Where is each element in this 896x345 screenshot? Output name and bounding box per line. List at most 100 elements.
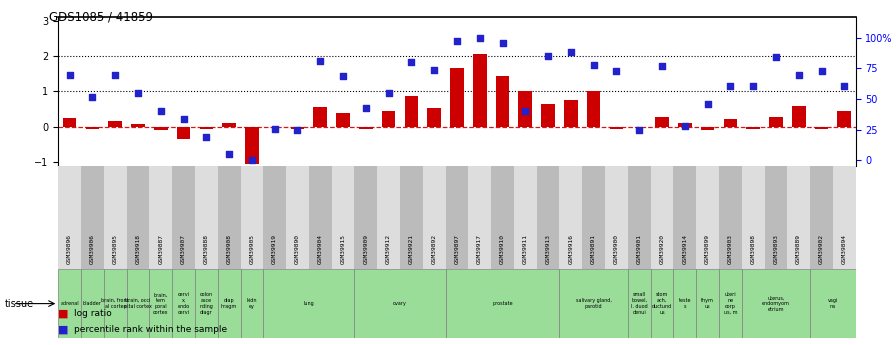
Bar [240, 166, 263, 269]
Point [769, 55, 783, 60]
Text: percentile rank within the sample: percentile rank within the sample [74, 325, 228, 334]
Text: ■: ■ [58, 325, 69, 334]
Point [268, 126, 282, 131]
Text: colon
asce
nding
diagr: colon asce nding diagr [200, 293, 213, 315]
Bar [746, 127, 760, 128]
Bar [108, 121, 122, 127]
Bar [445, 269, 559, 338]
Point [609, 68, 624, 73]
Text: GSM39895: GSM39895 [113, 234, 117, 264]
Text: salivary gland,
parotid: salivary gland, parotid [576, 298, 612, 309]
Point [723, 83, 737, 88]
Point [814, 68, 829, 73]
Text: GSM39891: GSM39891 [591, 234, 596, 264]
Bar [814, 127, 828, 128]
Bar [514, 166, 537, 269]
Text: kidn
ey: kidn ey [246, 298, 257, 309]
Point [837, 83, 851, 88]
Bar [104, 269, 126, 338]
Text: GSM39890: GSM39890 [295, 234, 300, 264]
Bar [445, 166, 469, 269]
Text: GSM39915: GSM39915 [340, 234, 346, 264]
Text: GSM39904: GSM39904 [318, 234, 323, 264]
Bar [86, 127, 99, 129]
Bar [263, 166, 286, 269]
Bar [792, 106, 806, 127]
Text: cervi
x,
endo
cervi: cervi x, endo cervi [177, 293, 190, 315]
Bar [222, 123, 236, 127]
Text: GDS1085 / 41859: GDS1085 / 41859 [49, 10, 153, 23]
Bar [674, 166, 696, 269]
Text: GSM39902: GSM39902 [819, 234, 824, 264]
Bar [519, 91, 532, 127]
Point [336, 73, 350, 79]
Point [85, 94, 99, 99]
Text: GSM39918: GSM39918 [135, 234, 141, 264]
Bar [559, 166, 582, 269]
Text: log ratio: log ratio [74, 309, 112, 318]
Bar [769, 117, 783, 127]
Point [655, 63, 669, 69]
Bar [810, 269, 856, 338]
Bar [314, 107, 327, 127]
Point [791, 72, 806, 77]
Text: GSM39899: GSM39899 [705, 234, 711, 264]
Text: brain, occi
pital cortex: brain, occi pital cortex [124, 298, 152, 309]
Bar [427, 108, 441, 127]
Bar [355, 269, 445, 338]
Bar [742, 166, 764, 269]
Text: vagi
na: vagi na [828, 298, 838, 309]
Text: GSM39888: GSM39888 [203, 234, 209, 264]
Bar [650, 269, 674, 338]
Bar [810, 166, 833, 269]
Text: GSM39889: GSM39889 [797, 234, 801, 264]
Text: GSM39911: GSM39911 [522, 234, 528, 264]
Bar [423, 166, 445, 269]
Text: GSM39892: GSM39892 [432, 234, 436, 264]
Point [382, 90, 396, 96]
Bar [309, 166, 332, 269]
Point [632, 127, 646, 132]
Bar [382, 111, 395, 127]
Bar [719, 269, 742, 338]
Point [587, 62, 601, 68]
Point [746, 83, 761, 88]
Bar [154, 127, 168, 130]
Point [472, 35, 487, 40]
Bar [177, 127, 190, 139]
Bar [469, 166, 491, 269]
Text: GSM39906: GSM39906 [90, 234, 95, 264]
Bar [172, 269, 195, 338]
Bar [833, 166, 856, 269]
Bar [377, 166, 400, 269]
Point [63, 72, 77, 77]
Bar [332, 166, 355, 269]
Text: bladder: bladder [83, 301, 102, 306]
Bar [150, 269, 172, 338]
Text: GSM39894: GSM39894 [841, 234, 847, 264]
Bar [58, 269, 81, 338]
Bar [81, 166, 104, 269]
Text: GSM39893: GSM39893 [773, 234, 779, 264]
Text: GSM39897: GSM39897 [454, 234, 460, 264]
Point [245, 158, 259, 163]
Point [564, 50, 578, 55]
Point [358, 105, 373, 110]
Bar [742, 269, 810, 338]
Point [701, 101, 715, 107]
Bar [263, 269, 355, 338]
Text: GSM39887: GSM39887 [159, 234, 163, 264]
Text: GSM39920: GSM39920 [659, 234, 665, 264]
Text: thym
us: thym us [702, 298, 714, 309]
Text: GSM39909: GSM39909 [363, 234, 368, 264]
Point [290, 127, 305, 132]
Text: tissue: tissue [4, 299, 34, 308]
Point [677, 123, 692, 129]
Text: GSM39905: GSM39905 [249, 234, 254, 264]
Text: GSM39913: GSM39913 [546, 234, 551, 264]
Point [131, 90, 145, 96]
Bar [336, 113, 349, 127]
Bar [473, 54, 487, 127]
Text: lung: lung [304, 301, 314, 306]
Bar [240, 269, 263, 338]
